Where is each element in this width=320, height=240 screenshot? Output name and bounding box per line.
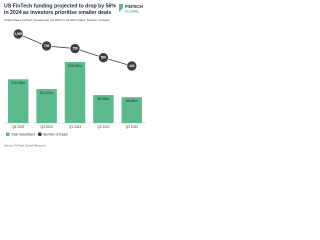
deals-label: 1,005 <box>14 32 22 36</box>
legend-label: Total Investment <box>11 132 35 136</box>
bar-label: $20.95bn <box>68 64 82 68</box>
deals-point <box>126 60 138 72</box>
bar-label: $15.03bn <box>12 81 26 85</box>
deals-point <box>69 43 81 54</box>
x-tick-label: Q1 2024 <box>69 125 81 129</box>
bar-label: $11.67bn <box>40 91 53 95</box>
deals-label: 795 <box>44 44 50 48</box>
bar <box>121 97 143 123</box>
chart: US FinTech funding projected to drop by … <box>4 3 146 148</box>
logo-text: FINTECH <box>125 4 143 9</box>
deals-label: 750 <box>72 47 78 51</box>
chart-title: US FinTech funding projected to drop by … <box>4 3 116 9</box>
bar <box>64 62 86 123</box>
x-tick-label: Q4 2023 <box>40 125 52 129</box>
bar-label: $8.88bn <box>126 99 138 103</box>
chart-title: in 2024 as investors prioritise smaller … <box>4 10 111 16</box>
logo-icon <box>119 4 123 12</box>
logo-text: GLOBAL <box>125 9 139 13</box>
deals-point <box>12 28 24 40</box>
x-tick-label: Q3 2024 <box>126 125 138 129</box>
logo: FINTECH GLOBAL <box>119 4 143 13</box>
deals-point <box>98 52 109 63</box>
x-tick-label: Q2 2024 <box>97 125 109 129</box>
legend-swatch <box>37 132 42 137</box>
source: Source: FinTech Global Research <box>4 144 46 148</box>
deals-label: 444 <box>129 64 135 68</box>
bar-label: $9.58bn <box>98 97 110 101</box>
chart-subtitle: United States FinTech Investments, Q3 20… <box>4 18 110 22</box>
bar <box>7 79 29 123</box>
legend-swatch <box>6 132 10 136</box>
deals-label: 590 <box>101 56 107 60</box>
x-tick-label: Q3 2023 <box>12 125 24 129</box>
legend-label: Number of Deals <box>43 132 68 136</box>
bar <box>93 95 114 123</box>
bar <box>36 89 57 123</box>
deals-point <box>41 40 52 52</box>
page: {"chart_data": {"type": "bar-line", "tit… <box>0 0 150 150</box>
